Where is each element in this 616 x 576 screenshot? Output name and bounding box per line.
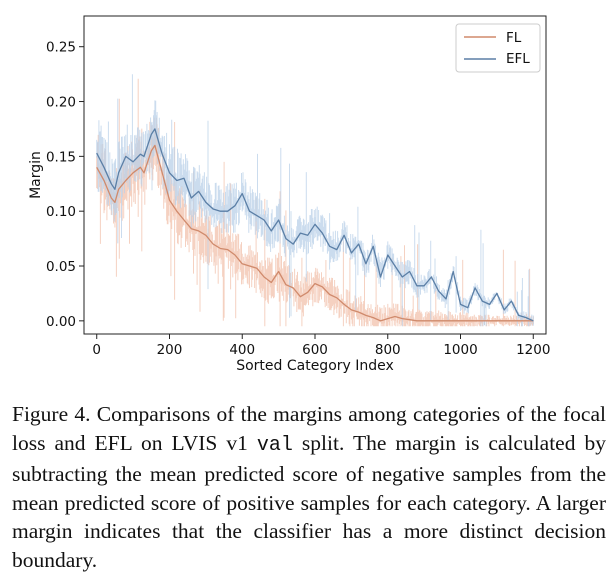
legend-label-efl: EFL — [506, 51, 530, 67]
series-line-fl — [96, 144, 534, 322]
caption-code: val — [256, 433, 293, 457]
legend: FL EFL — [455, 23, 541, 73]
y-tick-label: 0.00 — [46, 314, 76, 330]
series-line-efl — [96, 128, 534, 322]
noise-band-efl — [96, 74, 534, 327]
y-axis-label: Margin — [28, 151, 44, 199]
x-tick-label: 400 — [229, 342, 255, 358]
noise-band-fl — [96, 78, 534, 327]
x-axis-ticks: 0 200 400 600 800 1000 1200 — [92, 334, 550, 358]
y-tick-label: 0.10 — [46, 204, 76, 220]
y-tick-label: 0.05 — [46, 259, 76, 275]
series-lines — [96, 128, 534, 322]
figure-caption: Figure 4. Comparisons of the margins amo… — [12, 400, 606, 574]
noise-bands — [96, 74, 534, 327]
caption-tail: split. The margin is calculated by subtr… — [12, 430, 606, 572]
y-tick-label: 0.15 — [46, 149, 76, 165]
x-tick-label: 800 — [375, 342, 401, 358]
legend-box — [455, 23, 541, 73]
x-axis-label: Sorted Category Index — [236, 358, 394, 374]
x-tick-label: 200 — [157, 342, 183, 358]
y-axis-ticks: 0.00 0.05 0.10 0.15 0.20 0.25 — [46, 40, 84, 330]
x-tick-label: 1200 — [516, 342, 550, 358]
y-tick-label: 0.25 — [46, 40, 76, 56]
margin-chart: 0 200 400 600 800 1000 1200 0.000.050.100.150.… — [28, 15, 550, 374]
x-tick-label: 1000 — [443, 342, 477, 358]
caption-lead: Figure 4. Comparisons of the margins amo… — [12, 402, 606, 455]
legend-label-fl: FL — [506, 30, 522, 46]
y-tick-label: 0.20 — [46, 95, 76, 111]
x-tick-label: 600 — [302, 342, 328, 358]
x-tick-label: 0 — [92, 342, 101, 358]
